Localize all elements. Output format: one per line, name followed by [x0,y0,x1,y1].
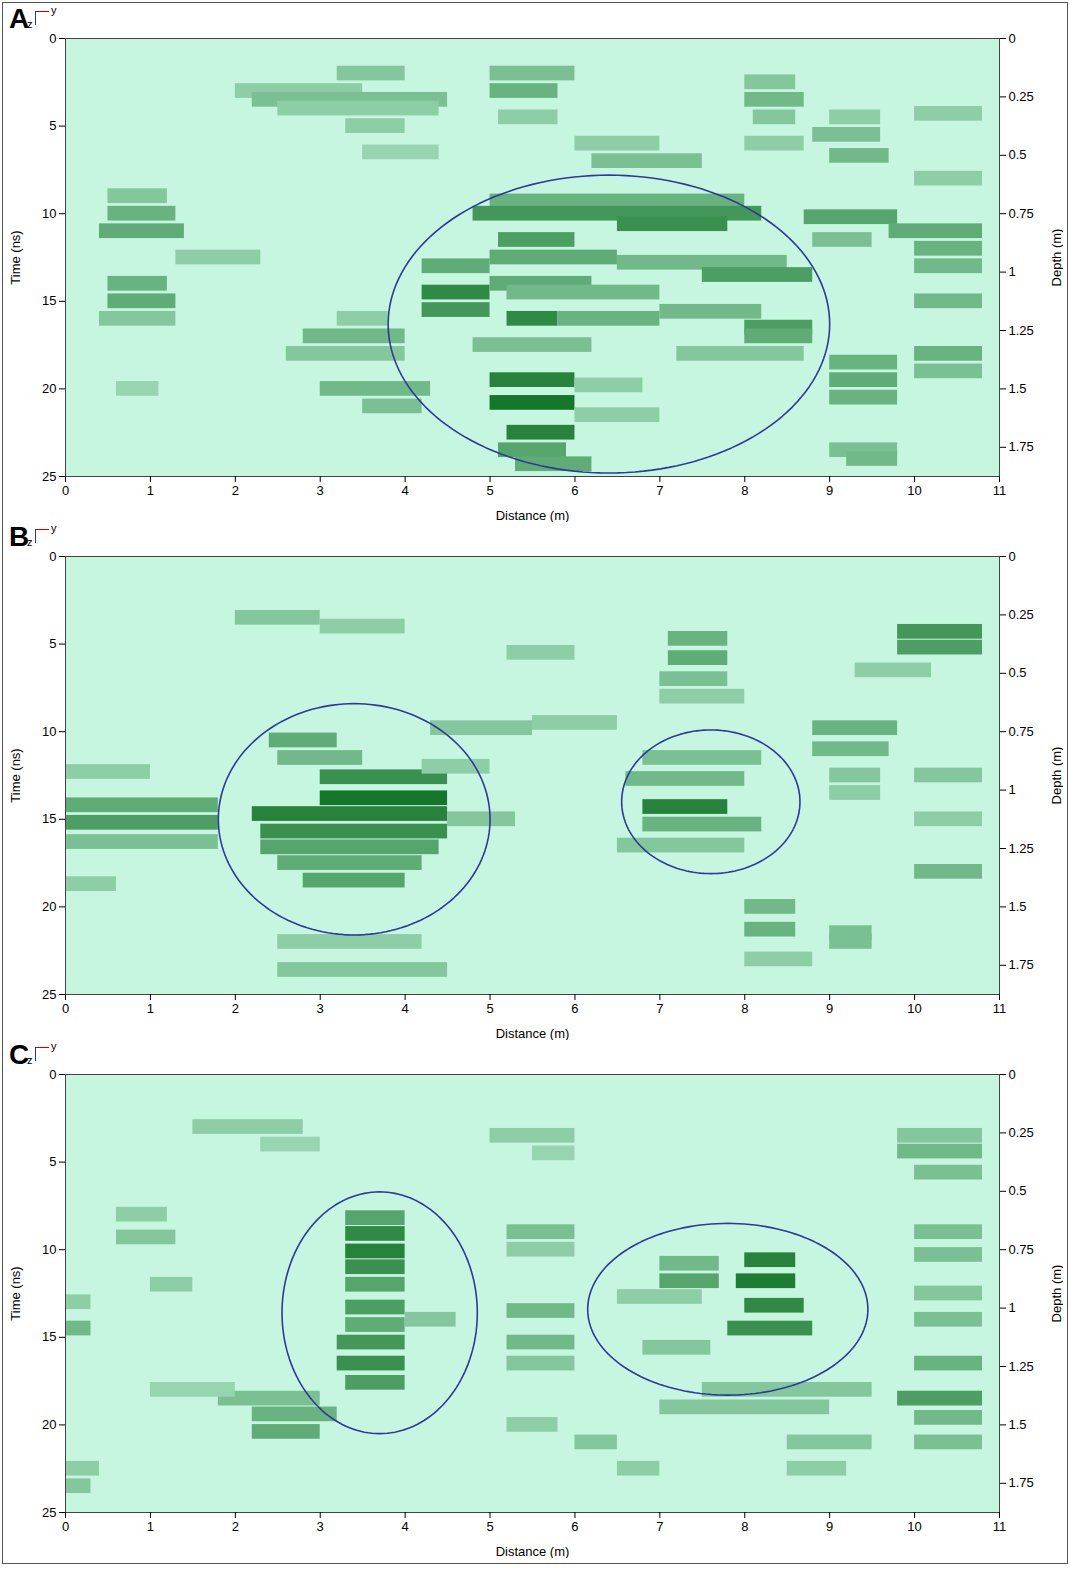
svg-text:0.75: 0.75 [1009,206,1034,221]
svg-text:Depth (m): Depth (m) [1049,747,1064,805]
svg-text:0: 0 [62,1519,69,1534]
svg-text:8: 8 [741,1519,748,1534]
svg-text:2: 2 [232,483,239,498]
svg-text:20: 20 [42,1417,56,1432]
svg-text:10: 10 [907,1519,921,1534]
html-text:C: C [9,1039,30,1070]
svg-text:Time (ns): Time (ns) [8,748,23,802]
svg-text:9: 9 [826,1001,833,1016]
svg-text:20: 20 [42,899,56,914]
svg-text:5: 5 [486,1519,493,1534]
svg-text:5: 5 [486,1001,493,1016]
svg-text:4: 4 [402,1001,409,1016]
html-text:A: A [9,3,30,34]
svg-text:1: 1 [147,1519,154,1534]
svg-text:5: 5 [49,118,56,133]
svg-text:7: 7 [656,1001,663,1016]
svg-text:6: 6 [571,483,578,498]
svg-text:1: 1 [1009,264,1016,279]
svg-text:11: 11 [993,483,1007,498]
svg-text:9: 9 [826,483,833,498]
svg-text:0: 0 [49,1067,56,1082]
svg-text:10: 10 [42,724,56,739]
svg-text:1.25: 1.25 [1009,1359,1034,1374]
svg-text:0: 0 [1009,549,1016,564]
svg-text:11: 11 [993,1001,1007,1016]
svg-text:25: 25 [42,1505,56,1520]
svg-text:0: 0 [1009,1067,1016,1082]
svg-text:11: 11 [993,1519,1007,1534]
svg-text:0.25: 0.25 [1009,1125,1034,1140]
html-text:y: y [51,1040,57,1052]
svg-text:7: 7 [656,483,663,498]
svg-text:10: 10 [42,206,56,221]
svg-text:1.25: 1.25 [1009,841,1034,856]
svg-text:0.75: 0.75 [1009,1242,1034,1257]
svg-text:1: 1 [147,483,154,498]
svg-text:10: 10 [42,1242,56,1257]
svg-text:10: 10 [907,483,921,498]
html-text:B: B [9,521,30,552]
svg-text:2: 2 [232,1001,239,1016]
svg-text:2: 2 [232,1519,239,1534]
svg-text:5: 5 [486,483,493,498]
svg-text:1: 1 [147,1001,154,1016]
svg-text:1.75: 1.75 [1009,1475,1034,1490]
svg-text:Distance (m): Distance (m) [496,1544,570,1559]
svg-text:8: 8 [741,1001,748,1016]
svg-text:1: 1 [1009,1300,1016,1315]
svg-text:Time (ns): Time (ns) [8,230,23,284]
svg-text:1.5: 1.5 [1009,381,1027,396]
svg-text:4: 4 [402,483,409,498]
svg-text:1.75: 1.75 [1009,957,1034,972]
svg-text:0: 0 [62,1001,69,1016]
svg-text:25: 25 [42,469,56,484]
svg-text:7: 7 [656,1519,663,1534]
html-text:z: z [27,536,33,548]
svg-text:Depth (m): Depth (m) [1049,229,1064,287]
svg-text:1.5: 1.5 [1009,1417,1027,1432]
svg-text:6: 6 [571,1001,578,1016]
svg-text:3: 3 [317,483,324,498]
svg-text:10: 10 [907,1001,921,1016]
svg-text:0.5: 0.5 [1009,1183,1027,1198]
svg-text:1: 1 [1009,782,1016,797]
svg-text:0.25: 0.25 [1009,607,1034,622]
html-text:y: y [51,522,57,534]
svg-text:Time (ns): Time (ns) [8,1266,23,1320]
svg-text:Distance (m): Distance (m) [496,1026,570,1041]
svg-text:1.75: 1.75 [1009,439,1034,454]
svg-text:0: 0 [49,549,56,564]
svg-text:0: 0 [62,483,69,498]
svg-text:0.25: 0.25 [1009,89,1034,104]
svg-text:3: 3 [317,1519,324,1534]
html-text:y: y [51,4,57,16]
svg-text:15: 15 [42,1329,56,1344]
svg-text:15: 15 [42,293,56,308]
svg-text:1.25: 1.25 [1009,323,1034,338]
svg-text:0.75: 0.75 [1009,724,1034,739]
svg-text:6: 6 [571,1519,578,1534]
svg-text:8: 8 [741,483,748,498]
svg-text:25: 25 [42,987,56,1002]
svg-text:9: 9 [826,1519,833,1534]
svg-text:5: 5 [49,1154,56,1169]
svg-text:4: 4 [402,1519,409,1534]
svg-text:0.5: 0.5 [1009,665,1027,680]
svg-text:20: 20 [42,381,56,396]
svg-text:Distance (m): Distance (m) [496,508,570,523]
svg-text:0.5: 0.5 [1009,147,1027,162]
svg-text:1.5: 1.5 [1009,899,1027,914]
svg-text:0: 0 [49,31,56,46]
html-text:z: z [27,1054,33,1066]
svg-text:15: 15 [42,811,56,826]
html-text:z: z [27,18,33,30]
svg-text:Depth (m): Depth (m) [1049,1265,1064,1323]
svg-text:5: 5 [49,636,56,651]
svg-text:3: 3 [317,1001,324,1016]
svg-text:0: 0 [1009,31,1016,46]
